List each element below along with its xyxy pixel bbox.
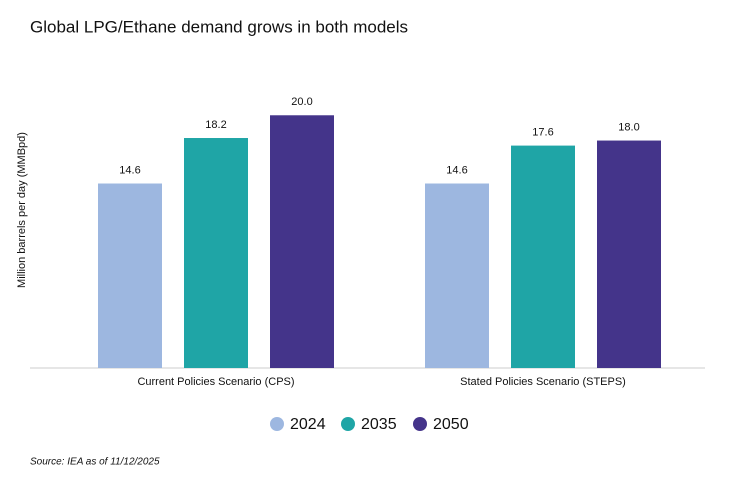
data-label: 18.2 [205, 119, 226, 131]
x-tick-label: Current Policies Scenario (CPS) [137, 376, 294, 388]
bar [184, 138, 248, 368]
legend-label: 2035 [361, 416, 397, 433]
legend-swatch [413, 417, 427, 431]
legend-label: 2024 [290, 416, 326, 433]
bar [98, 183, 162, 368]
data-label: 18.0 [618, 121, 639, 133]
bar [597, 140, 661, 368]
data-label: 14.6 [446, 164, 467, 176]
data-label: 17.6 [532, 127, 553, 139]
bar [425, 183, 489, 368]
data-label: 20.0 [291, 96, 312, 108]
bar [511, 145, 575, 368]
x-tick-label: Stated Policies Scenario (STEPS) [460, 376, 626, 388]
legend-label: 2050 [433, 416, 469, 433]
legend-swatch [341, 417, 355, 431]
data-label: 14.6 [119, 164, 140, 176]
chart-title: Global LPG/Ethane demand grows in both m… [30, 17, 408, 36]
source-note: Source: IEA as of 11/12/2025 [30, 457, 160, 468]
bar [270, 115, 334, 368]
legend-swatch [270, 417, 284, 431]
y-axis-label: Million barrels per day (MMBpd) [16, 132, 28, 288]
